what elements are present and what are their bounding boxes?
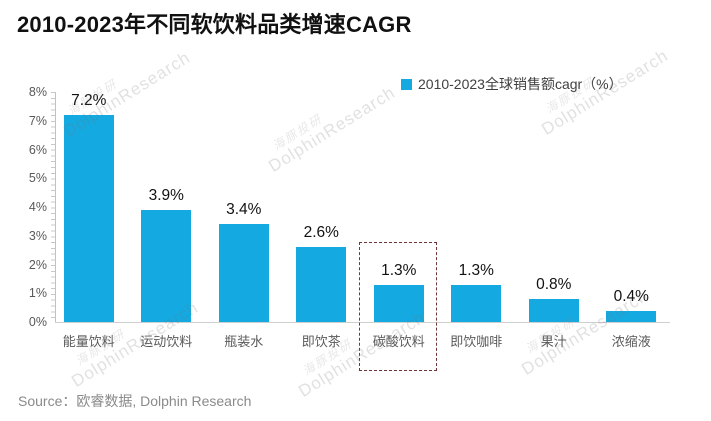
legend: 2010-2023全球销售额cagr（%） [401, 74, 623, 94]
x-axis-label: 果汁 [540, 334, 567, 349]
bar-value-label: 2.6% [303, 224, 339, 242]
x-axis-label: 能量饮料 [62, 334, 115, 349]
y-tick-label: 3% [28, 228, 47, 243]
bar-value-label: 7.2% [71, 92, 107, 109]
x-axis-label: 即饮咖啡 [450, 334, 503, 349]
bar-column: 3.9% [128, 92, 206, 322]
highlight-box [358, 242, 437, 371]
x-axis-label: 即饮茶 [301, 334, 341, 349]
x-axis-label: 浓缩液 [611, 334, 651, 349]
bar-value-label: 3.4% [226, 201, 262, 219]
legend-label: 2010-2023全球销售额cagr（%） [418, 76, 623, 92]
plot-area: 7.2% 3.9% 3.4% 2.6% 1.3% 1.3% 0.8% 0.4% [50, 92, 670, 322]
bar-value-label: 0.4% [613, 287, 649, 305]
bar-column: 7.2% [50, 92, 128, 322]
bar [63, 115, 114, 322]
bar [296, 247, 347, 322]
bar [606, 310, 657, 322]
bar-column: 0.8% [515, 92, 593, 322]
chart-title: 2010-2023年不同软饮料品类增速CAGR [17, 12, 412, 37]
y-tick-label: 4% [28, 200, 47, 214]
y-tick-label: 5% [28, 171, 47, 186]
bar-value-label: 3.9% [148, 186, 184, 204]
y-tick-label: 2% [28, 257, 47, 272]
y-tick-label: 7% [28, 113, 47, 128]
y-axis-line [55, 92, 56, 323]
legend-swatch [401, 78, 412, 90]
source-note: Source：欧睿数据, Dolphin Research [18, 393, 252, 409]
y-tick-label: 8% [28, 85, 47, 99]
x-axis: 能量饮料 运动饮料 瓶装水 即饮茶 碳酸饮料 即饮咖啡 果汁 浓缩液 [50, 331, 670, 350]
bar [528, 299, 579, 322]
x-axis-line [55, 322, 670, 323]
bar [451, 284, 502, 322]
bar-value-label: 0.8% [536, 276, 572, 293]
bar-column: 1.3% [438, 92, 516, 322]
bar-value-label: 1.3% [458, 261, 494, 279]
y-axis-minor-ticks [51, 92, 55, 323]
x-axis-label: 瓶装水 [224, 334, 264, 349]
bar [141, 209, 192, 322]
y-tick-label: 6% [28, 142, 47, 157]
x-axis-label: 碳酸饮料 [372, 334, 425, 349]
y-tick-label: 0% [28, 315, 47, 329]
bar-value-label: 1.3% [381, 261, 417, 279]
bar-column: 3.4% [205, 92, 283, 322]
x-axis-label: 运动饮料 [140, 334, 193, 349]
bar-column: 2.6% [283, 92, 361, 322]
y-tick-label: 1% [28, 286, 47, 301]
bar [218, 224, 269, 322]
bar-column: 0.4% [593, 92, 671, 322]
bar [373, 284, 424, 322]
bar-column: 1.3% [360, 92, 438, 322]
